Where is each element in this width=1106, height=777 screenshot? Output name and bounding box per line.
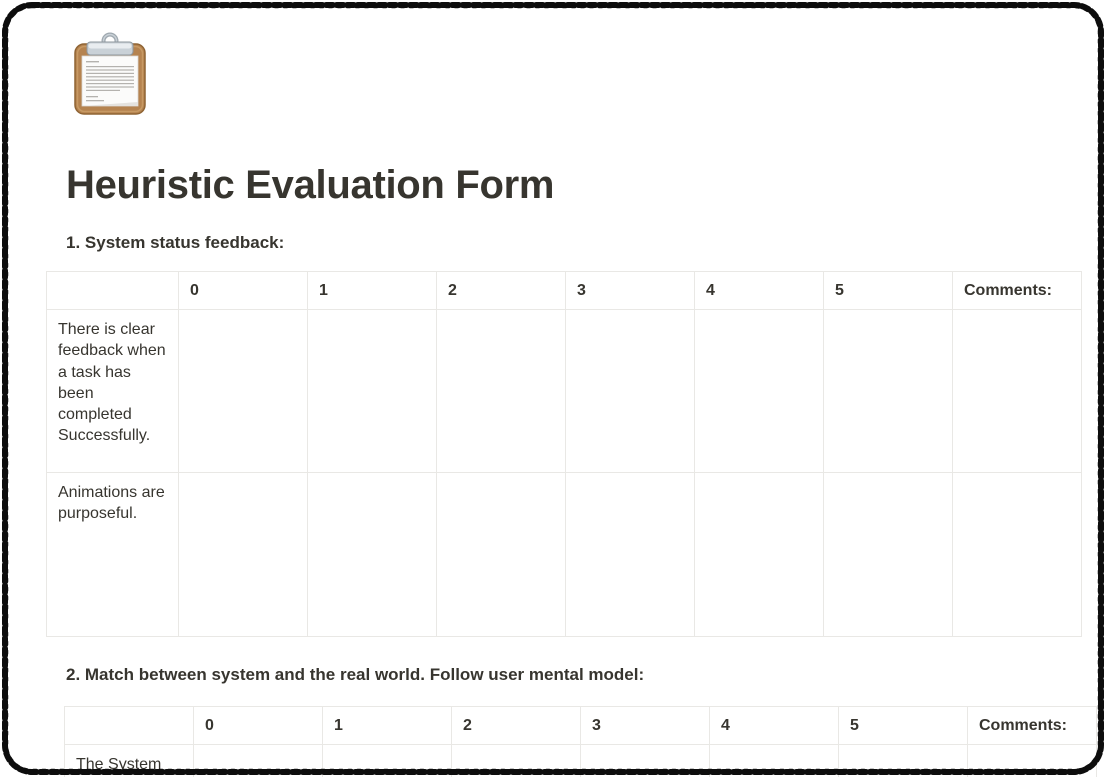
header-cell-1[interactable]: 1: [307, 271, 437, 310]
rating-cell-5[interactable]: [823, 472, 953, 637]
comments-cell[interactable]: [952, 309, 1082, 473]
rating-cell-0[interactable]: [178, 472, 308, 637]
header-cell-blank[interactable]: [64, 706, 194, 745]
rating-cell-1[interactable]: [322, 744, 452, 777]
rating-cell-4[interactable]: [694, 309, 824, 473]
header-cell-3[interactable]: 3: [580, 706, 710, 745]
rating-cell-0[interactable]: [193, 744, 323, 777]
section-heading-2: 2. Match between system and the real wor…: [66, 665, 645, 684]
section-heading-1: 1. System status feedback:: [66, 233, 285, 252]
page-title: Heuristic Evaluation Form: [66, 163, 555, 207]
header-cell-4[interactable]: 4: [694, 271, 824, 310]
rating-cell-4[interactable]: [694, 472, 824, 637]
header-cell-blank[interactable]: [46, 271, 179, 310]
rating-cell-5[interactable]: [838, 744, 968, 777]
evaluation-table-1: 0 1 2 3 4 5 Comments: There is clear fee…: [46, 271, 1082, 637]
rating-cell-3[interactable]: [565, 472, 695, 637]
clipboard-icon[interactable]: [70, 32, 150, 118]
rating-cell-2[interactable]: [436, 472, 566, 637]
header-cell-comments[interactable]: Comments:: [967, 706, 1097, 745]
rating-cell-2[interactable]: [436, 309, 566, 473]
comments-cell[interactable]: [967, 744, 1097, 777]
header-cell-comments[interactable]: Comments:: [952, 271, 1082, 310]
criterion-cell[interactable]: The System: [64, 744, 194, 777]
comments-cell[interactable]: [952, 472, 1082, 637]
header-cell-4[interactable]: 4: [709, 706, 839, 745]
header-cell-0[interactable]: 0: [178, 271, 308, 310]
rating-cell-0[interactable]: [178, 309, 308, 473]
header-cell-5[interactable]: 5: [823, 271, 953, 310]
table-row: There is clear feedback when a task has …: [46, 309, 1082, 473]
header-cell-3[interactable]: 3: [565, 271, 695, 310]
table-row: Animations are purposeful.: [46, 472, 1082, 637]
evaluation-table-2: 0 1 2 3 4 5 Comments: The System: [64, 706, 1097, 777]
header-cell-1[interactable]: 1: [322, 706, 452, 745]
rating-cell-3[interactable]: [580, 744, 710, 777]
rating-cell-4[interactable]: [709, 744, 839, 777]
header-cell-5[interactable]: 5: [838, 706, 968, 745]
table-2-header-row: 0 1 2 3 4 5 Comments:: [64, 706, 1097, 745]
criterion-cell[interactable]: Animations are purposeful.: [46, 472, 179, 637]
rating-cell-1[interactable]: [307, 472, 437, 637]
table-row: The System: [64, 744, 1097, 777]
header-cell-0[interactable]: 0: [193, 706, 323, 745]
criterion-cell[interactable]: There is clear feedback when a task has …: [46, 309, 179, 473]
rating-cell-3[interactable]: [565, 309, 695, 473]
header-cell-2[interactable]: 2: [451, 706, 581, 745]
table-1-header-row: 0 1 2 3 4 5 Comments:: [46, 271, 1082, 310]
rating-cell-2[interactable]: [451, 744, 581, 777]
header-cell-2[interactable]: 2: [436, 271, 566, 310]
rating-cell-5[interactable]: [823, 309, 953, 473]
rating-cell-1[interactable]: [307, 309, 437, 473]
